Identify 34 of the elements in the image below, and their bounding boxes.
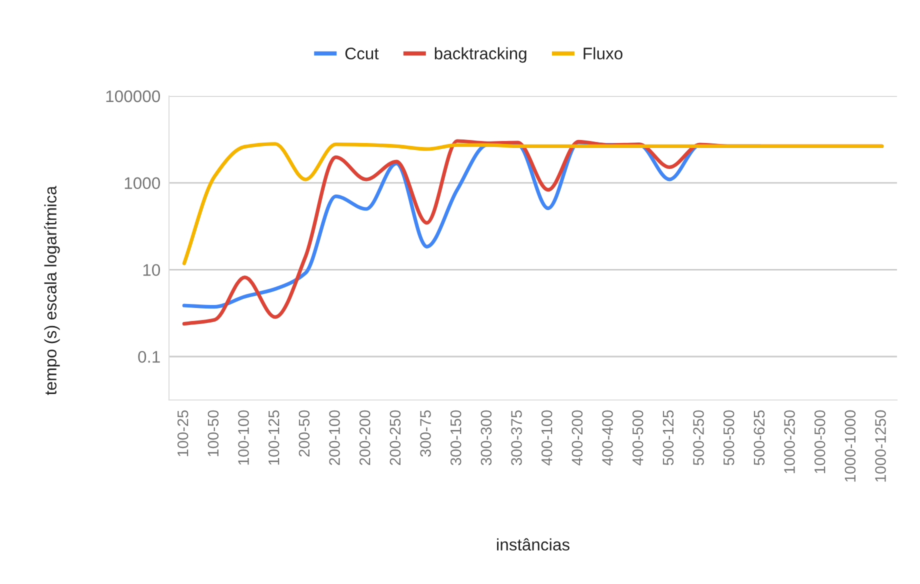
x-tick-label: 200-50 (298, 410, 310, 457)
x-tick-label: 200-250 (390, 410, 401, 466)
y-tick-label: 0.1 (138, 350, 160, 363)
x-tick-label: 300-375 (511, 410, 522, 466)
x-tick-label: 1000-1250 (875, 410, 886, 482)
legend-label: backtracking (434, 47, 526, 63)
x-tick-label: 100-125 (268, 410, 280, 465)
x-tick-label: 1000-500 (814, 410, 826, 474)
x-tick-label: 400-100 (541, 410, 552, 466)
x-tick-label: 400-500 (632, 410, 644, 466)
x-tick-label: 500-500 (723, 410, 734, 466)
x-tick-label: 300-150 (450, 410, 462, 466)
x-tick-label: 400-400 (602, 410, 613, 466)
x-tick-label: 500-250 (693, 410, 704, 466)
x-tick-label: 100-25 (177, 410, 188, 456)
line-series (182, 142, 884, 266)
x-tick-label: 1000-1000 (844, 410, 856, 482)
x-tick-label: 200-100 (329, 410, 340, 466)
x-tick-label: 300-75 (420, 410, 431, 457)
x-tick-label: 1000-250 (784, 410, 795, 474)
legend-label: Ccut (345, 48, 379, 60)
x-axis-title: instâncias (497, 538, 570, 551)
y-tick-label: 10 (143, 264, 160, 276)
y-tick-label: 100000 (106, 90, 160, 102)
legend-label: Fluxo (584, 47, 622, 60)
x-tick-label: 400-200 (572, 410, 583, 466)
x-tick-label: 300-300 (480, 410, 492, 466)
x-tick-label: 500-625 (754, 410, 765, 466)
x-tick-label: 100-50 (208, 410, 219, 456)
y-axis-title: tempo (s) escala logarítmica (44, 186, 60, 395)
x-tick-label: 100-100 (238, 410, 249, 465)
x-tick-label: 200-200 (359, 410, 370, 466)
x-tick-label: 500-125 (662, 410, 674, 466)
y-tick-label: 1000 (124, 177, 160, 190)
